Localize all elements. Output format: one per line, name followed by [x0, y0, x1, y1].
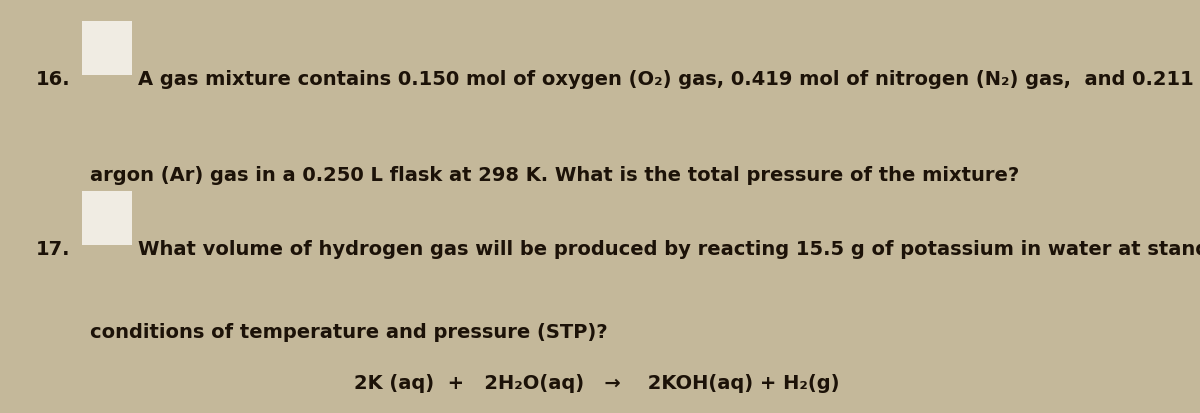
- Text: 16.: 16.: [36, 70, 71, 89]
- Text: 2K (aq)  +   2H₂O(aq)   →    2KOH(aq) + H₂(g): 2K (aq) + 2H₂O(aq) → 2KOH(aq) + H₂(g): [354, 373, 840, 392]
- Text: A gas mixture contains 0.150 mol of oxygen (O₂) gas, 0.419 mol of nitrogen (N₂) : A gas mixture contains 0.150 mol of oxyg…: [138, 70, 1200, 89]
- Text: What volume of hydrogen gas will be produced by reacting 15.5 g of potassium in : What volume of hydrogen gas will be prod…: [138, 240, 1200, 259]
- Text: conditions of temperature and pressure (STP)?: conditions of temperature and pressure (…: [90, 322, 607, 341]
- FancyBboxPatch shape: [82, 22, 132, 76]
- Text: 17.: 17.: [36, 240, 71, 259]
- Text: argon (Ar) gas in a 0.250 L flask at 298 K. What is the total pressure of the mi: argon (Ar) gas in a 0.250 L flask at 298…: [90, 165, 1019, 184]
- FancyBboxPatch shape: [82, 191, 132, 245]
